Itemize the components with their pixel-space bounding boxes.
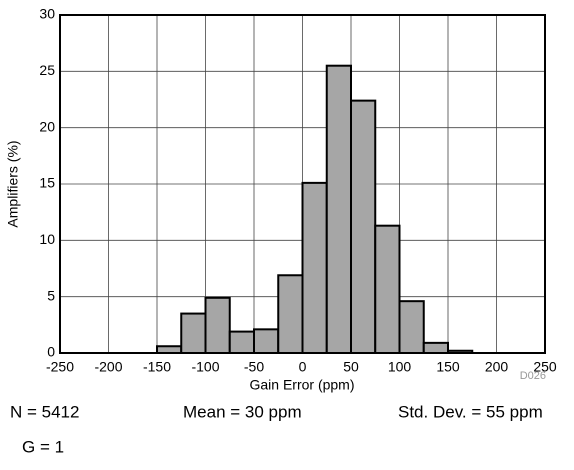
bar	[180, 312, 207, 355]
plot-frame	[59, 14, 546, 354]
annotation: Mean = 30 ppm	[183, 402, 302, 421]
x-tick-label: -150	[143, 359, 171, 375]
bar	[325, 64, 352, 354]
bar	[253, 328, 280, 354]
x-tick-label: 0	[299, 359, 307, 375]
x-tick-label: 250	[533, 359, 557, 375]
x-tick-label: -250	[46, 359, 74, 375]
annotation: Std. Dev. = 55 ppm	[398, 402, 543, 421]
bar	[228, 330, 255, 354]
y-tick-label: 30	[39, 6, 55, 22]
y-tick-label: 15	[39, 175, 55, 191]
x-tick-label: 150	[436, 359, 460, 375]
y-tick-label: 0	[47, 344, 55, 360]
bar	[422, 341, 449, 354]
x-tick-label: 200	[485, 359, 509, 375]
y-axis-label: Amplifiers (%)	[5, 140, 21, 227]
x-tick-label: -100	[191, 359, 219, 375]
bar	[301, 181, 328, 354]
x-tick-label: -200	[94, 359, 122, 375]
bar	[398, 300, 425, 355]
bar	[156, 345, 183, 354]
x-tick-label: 50	[343, 359, 359, 375]
y-tick-label: 25	[39, 62, 55, 78]
bar	[277, 274, 304, 355]
bar	[350, 99, 377, 354]
x-tick-label: 100	[388, 359, 412, 375]
y-tick-label: 5	[47, 287, 55, 303]
annotation: G = 1	[22, 437, 64, 456]
bar	[204, 296, 231, 354]
x-tick-label: -50	[244, 359, 264, 375]
bar	[374, 224, 401, 354]
figure-id: D026	[520, 370, 546, 382]
y-tick-label: 10	[39, 231, 55, 247]
y-tick-label: 20	[39, 118, 55, 134]
annotation: N = 5412	[10, 402, 79, 421]
x-axis-label: Gain Error (ppm)	[249, 377, 354, 393]
